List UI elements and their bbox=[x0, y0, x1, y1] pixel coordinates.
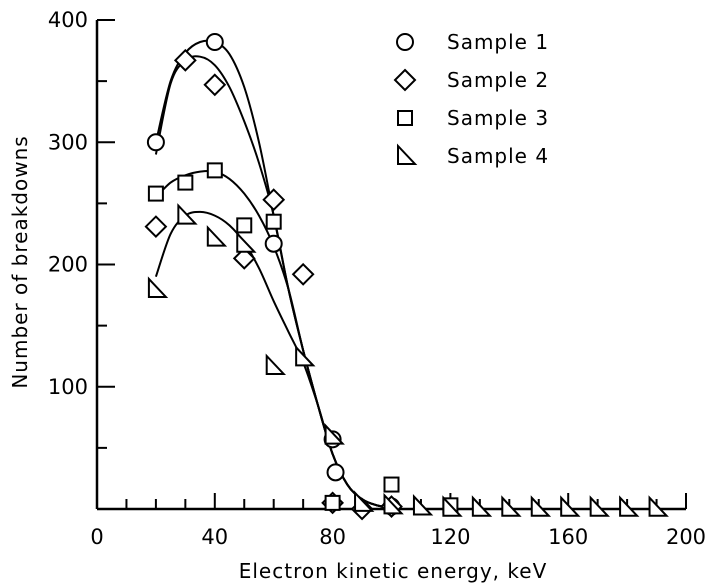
fit-curves bbox=[154, 39, 392, 509]
data-point-diamond bbox=[262, 188, 286, 212]
data-point-triangle bbox=[236, 231, 257, 253]
legend-label: Sample 4 bbox=[447, 144, 549, 168]
data-point-triangle bbox=[206, 225, 228, 247]
x-tick-label: 200 bbox=[666, 525, 706, 549]
legend-label: Sample 2 bbox=[447, 68, 549, 92]
data-point-square bbox=[206, 162, 223, 179]
axes bbox=[95, 20, 686, 511]
data-point-triangle bbox=[383, 492, 404, 515]
x-axis-title: Electron kinetic energy, keV bbox=[239, 559, 548, 583]
data-point-triangle bbox=[560, 495, 581, 517]
legend-label: Sample 3 bbox=[447, 106, 549, 130]
data-point-triangle bbox=[442, 495, 463, 517]
x-tick-label: 80 bbox=[319, 525, 346, 549]
x-tick-label: 40 bbox=[201, 525, 228, 549]
data-point-triangle bbox=[265, 353, 287, 375]
data-markers bbox=[144, 33, 669, 521]
data-point-diamond bbox=[232, 246, 256, 270]
data-point-triangle bbox=[147, 276, 169, 298]
legend-label: Sample 1 bbox=[447, 30, 549, 54]
legend-marker-triangle bbox=[397, 143, 418, 165]
fit-curve bbox=[154, 210, 392, 509]
data-point-triangle bbox=[648, 495, 669, 517]
y-tick-label: 200 bbox=[48, 253, 88, 277]
data-point-triangle bbox=[589, 495, 610, 517]
data-point-diamond bbox=[173, 48, 197, 72]
data-point-square bbox=[177, 174, 194, 191]
data-point-triangle bbox=[619, 495, 640, 517]
y-tick-label: 100 bbox=[48, 375, 88, 399]
data-point-triangle bbox=[324, 423, 345, 445]
data-point-square bbox=[324, 494, 341, 511]
legend: Sample 1 Sample 2 Sample 3 Sample 4 bbox=[393, 30, 549, 168]
data-point-square bbox=[383, 476, 400, 493]
data-point-circle bbox=[146, 133, 165, 152]
x-tick-label: 0 bbox=[90, 525, 103, 549]
y-axis-title: Number of breakdowns bbox=[8, 135, 32, 388]
fit-curve bbox=[154, 55, 392, 509]
data-point-circle bbox=[205, 33, 224, 52]
data-point-triangle bbox=[295, 344, 316, 367]
data-point-circle bbox=[326, 463, 345, 482]
x-tick-label: 160 bbox=[548, 525, 588, 549]
y-tick-label: 400 bbox=[48, 8, 88, 32]
data-point-circle bbox=[264, 234, 283, 253]
legend-marker-circle bbox=[396, 33, 414, 51]
data-point-triangle bbox=[530, 495, 552, 517]
y-tick-label: 300 bbox=[48, 130, 88, 154]
x-tick-label: 120 bbox=[430, 525, 470, 549]
data-point-square bbox=[147, 185, 164, 202]
fit-curve bbox=[154, 39, 392, 509]
data-point-triangle bbox=[471, 495, 493, 517]
data-point-triangle bbox=[501, 495, 522, 517]
data-point-diamond bbox=[144, 215, 168, 239]
y-axis-ticks: 100 200 300 400 bbox=[48, 8, 115, 449]
legend-marker-square bbox=[397, 110, 413, 126]
data-point-square bbox=[265, 213, 282, 230]
data-point-square bbox=[236, 217, 253, 234]
data-point-diamond bbox=[203, 73, 227, 97]
data-point-diamond bbox=[291, 262, 315, 286]
data-point-triangle bbox=[354, 490, 375, 512]
legend-marker-diamond bbox=[393, 68, 417, 92]
data-point-triangle bbox=[412, 494, 434, 516]
data-point-triangle bbox=[177, 203, 198, 225]
